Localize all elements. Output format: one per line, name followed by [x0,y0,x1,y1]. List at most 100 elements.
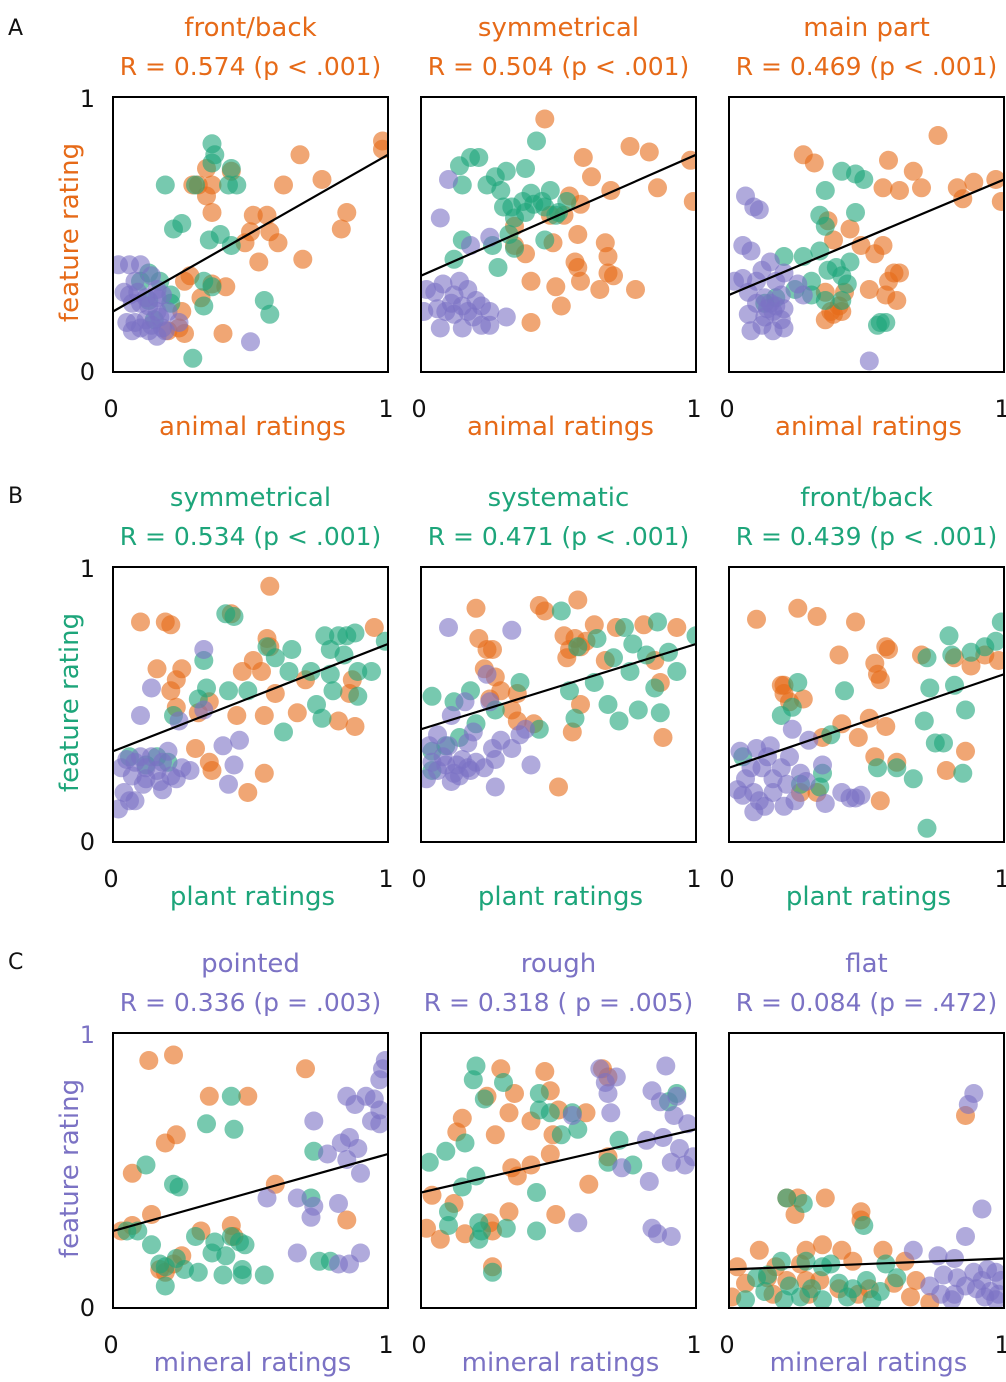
data-point-mineral [782,719,802,739]
data-point-plant [323,681,343,701]
data-point-animal [843,1251,863,1271]
data-point-animal [265,1174,285,1194]
data-point-animal [626,280,645,299]
y-tick-label: 0 [80,828,95,856]
points-layer [421,590,696,797]
data-point-plant [474,1089,494,1109]
data-point-animal [846,612,865,632]
data-point-mineral [496,307,516,327]
data-point-plant [667,662,687,681]
data-point-animal [551,296,571,316]
chart-title: rough [521,949,597,979]
data-point-mineral [510,725,530,745]
data-point-mineral [120,791,139,811]
data-point-mineral [230,730,249,750]
x-tick-label: 1 [378,395,393,423]
data-point-plant [312,708,332,728]
panel-C-1: pointed R = 0.336 (p = .003) 0 1 mineral rat… [55,949,394,1378]
x-tick-label: 1 [378,865,393,893]
series-plant [117,1086,340,1296]
data-point-animal [807,607,827,626]
y-tick-label: 0 [80,358,95,386]
data-point-animal [903,161,923,181]
data-point-plant [755,1282,775,1301]
data-point-mineral [480,302,500,321]
panel-B-2: systematic R = 0.471 (p < .001) 0 1 plant ra… [411,483,701,912]
data-point-plant [835,681,854,701]
data-point-plant [788,673,808,692]
data-point-animal [964,172,984,192]
data-point-mineral [956,1227,975,1246]
data-point-animal [521,313,541,332]
data-point-animal [870,670,890,690]
data-point-animal [131,612,150,632]
x-tick-label: 0 [411,395,426,423]
data-point-mineral [458,733,478,753]
data-point-animal [535,1062,555,1081]
data-point-plant [961,642,981,662]
data-point-mineral [472,315,491,335]
data-point-mineral [763,783,783,802]
points-layer [421,1056,696,1282]
chart-subtitle: R = 0.504 (p < .001) [428,52,690,81]
series-plant [444,131,577,277]
data-point-animal [252,662,271,681]
data-point-plant [279,662,299,681]
data-point-mineral [430,318,450,338]
plot-frame [112,1032,389,1309]
data-point-mineral [122,321,142,341]
series-animal [421,1059,618,1277]
data-point-animal [499,1202,519,1222]
x-tick-label: 1 [994,865,1006,893]
data-point-plant [221,159,241,178]
data-point-animal [535,109,555,129]
data-point-plant [505,238,524,258]
plot-frame [420,1032,697,1309]
data-point-mineral [562,1106,582,1125]
data-point-animal [260,576,280,596]
data-point-animal [879,640,898,659]
data-point-animal [873,178,893,198]
data-point-mineral [763,321,783,341]
chart-title: systematic [488,483,630,513]
data-point-animal [466,598,486,618]
data-point-animal [956,741,975,761]
data-point-mineral [796,772,816,791]
data-point-animal [683,192,696,211]
data-point-plant [953,763,973,783]
data-point-plant [540,181,560,200]
data-point-mineral [738,304,758,324]
x-tick-label: 0 [719,395,734,423]
data-point-plant [815,181,835,200]
data-point-plant [942,645,962,665]
data-point-animal [815,1188,835,1208]
data-point-animal [521,1155,541,1175]
data-point-plant [320,664,340,684]
data-point-plant [813,1290,832,1308]
data-point-mineral [169,711,189,731]
data-point-mineral [194,640,214,659]
data-point-animal [887,291,907,310]
points-layer [421,109,696,338]
data-point-animal [901,1287,920,1307]
data-point-animal [859,280,879,299]
x-tick-label: 0 [103,395,118,423]
data-point-mineral [329,1254,348,1274]
data-point-mineral [664,1106,684,1125]
data-point-mineral [444,304,464,324]
chart-subtitle: R = 0.439 (p < .001) [736,522,998,551]
data-point-plant [469,1229,489,1249]
data-point-mineral [986,1290,1004,1308]
data-point-plant [917,818,937,838]
x-tick-label: 0 [411,1331,426,1359]
data-point-plant [450,156,469,176]
data-point-plant [348,686,368,706]
data-point-plant [527,131,546,151]
data-point-plant [623,634,643,654]
x-tick-label: 0 [103,1331,118,1359]
x-tick-label: 0 [411,865,426,893]
regression-line [729,178,1004,297]
data-point-mineral [598,1084,618,1103]
regression-line [421,642,696,731]
data-point-mineral [903,1240,923,1260]
